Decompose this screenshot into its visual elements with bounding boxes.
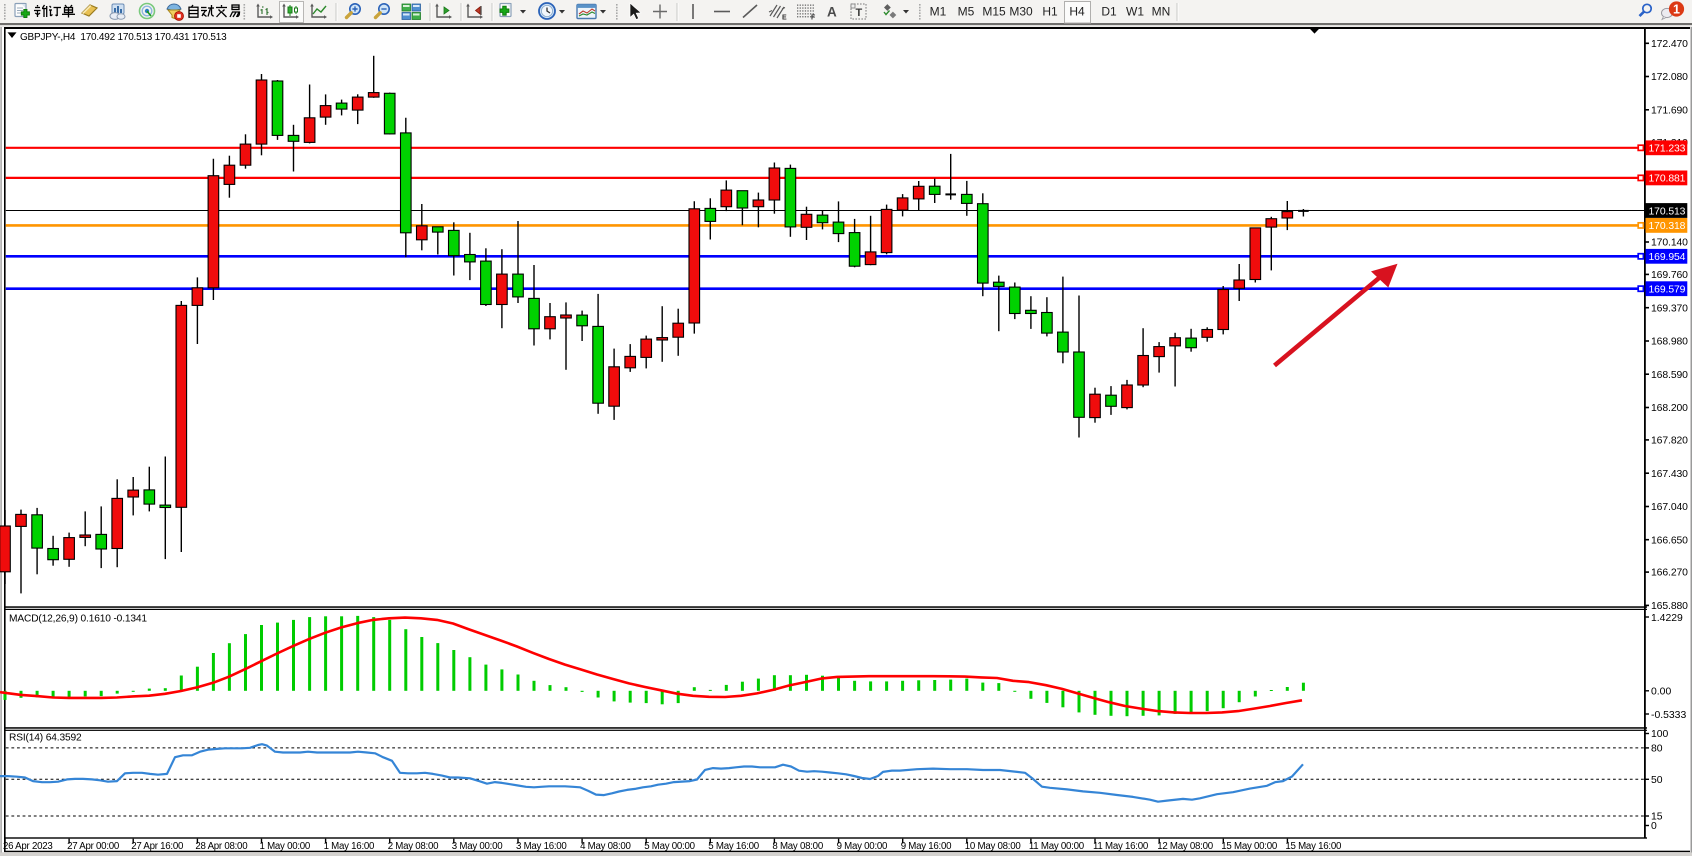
svg-text:4 May 08:00: 4 May 08:00 xyxy=(580,841,631,852)
svg-text:1: 1 xyxy=(1673,2,1680,16)
svg-text:167.820: 167.820 xyxy=(1651,436,1688,447)
svg-text:1 May 16:00: 1 May 16:00 xyxy=(324,841,375,852)
svg-text:9 May 16:00: 9 May 16:00 xyxy=(901,841,952,852)
svg-text:169.760: 169.760 xyxy=(1651,270,1688,281)
svg-text:3 May 00:00: 3 May 00:00 xyxy=(452,841,503,852)
svg-text:M30: M30 xyxy=(1009,5,1033,19)
svg-text:15: 15 xyxy=(1651,812,1663,823)
svg-text:26 Apr 2023: 26 Apr 2023 xyxy=(3,841,53,852)
svg-text:166.650: 166.650 xyxy=(1651,535,1688,546)
svg-text:100: 100 xyxy=(1651,729,1669,740)
svg-text:168.980: 168.980 xyxy=(1651,337,1688,348)
svg-text:167.430: 167.430 xyxy=(1651,469,1688,480)
svg-text:3 May 16:00: 3 May 16:00 xyxy=(516,841,567,852)
svg-text:T: T xyxy=(856,7,863,19)
svg-text:171.233: 171.233 xyxy=(1649,144,1686,155)
svg-text:GBPJPY-,H4 170.492 170.513 17: GBPJPY-,H4 170.492 170.513 170.431 170.5… xyxy=(20,32,227,43)
svg-text:169.954: 169.954 xyxy=(1649,252,1686,263)
svg-text:169.370: 169.370 xyxy=(1651,303,1688,314)
svg-text:0.00: 0.00 xyxy=(1651,687,1671,698)
svg-text:167.040: 167.040 xyxy=(1651,502,1688,513)
svg-text:5 May 16:00: 5 May 16:00 xyxy=(708,841,759,852)
svg-text:12 May 08:00: 12 May 08:00 xyxy=(1157,841,1214,852)
svg-text:171.690: 171.690 xyxy=(1651,105,1688,116)
svg-text:1 May 00:00: 1 May 00:00 xyxy=(260,841,311,852)
svg-text:9 May 00:00: 9 May 00:00 xyxy=(837,841,888,852)
svg-text:MACD(12,26,9) 0.1610 -0.1341: MACD(12,26,9) 0.1610 -0.1341 xyxy=(9,614,147,625)
svg-text:0: 0 xyxy=(1651,821,1657,832)
svg-text:W1: W1 xyxy=(1126,5,1144,19)
svg-text:28 Apr 08:00: 28 Apr 08:00 xyxy=(195,841,248,852)
svg-text:MN: MN xyxy=(1152,5,1171,19)
svg-text:15 May 16:00: 15 May 16:00 xyxy=(1285,841,1342,852)
svg-text:172.080: 172.080 xyxy=(1651,72,1688,83)
svg-text:170.318: 170.318 xyxy=(1649,221,1686,232)
svg-text:165.880: 165.880 xyxy=(1651,601,1688,612)
svg-text:M15: M15 xyxy=(982,5,1006,19)
svg-text:170.881: 170.881 xyxy=(1649,174,1686,185)
svg-text:169.579: 169.579 xyxy=(1649,285,1686,296)
svg-text:15 May 00:00: 15 May 00:00 xyxy=(1221,841,1278,852)
svg-text:1.4229: 1.4229 xyxy=(1651,613,1683,624)
svg-text:H4: H4 xyxy=(1069,5,1085,19)
svg-text:-0.5333: -0.5333 xyxy=(1651,710,1686,721)
svg-text:11 May 00:00: 11 May 00:00 xyxy=(1029,841,1085,852)
svg-text:170.140: 170.140 xyxy=(1651,238,1688,249)
svg-text:A: A xyxy=(827,5,837,20)
svg-text:166.270: 166.270 xyxy=(1651,568,1688,579)
svg-text:50: 50 xyxy=(1651,775,1663,786)
svg-text:H1: H1 xyxy=(1042,5,1058,19)
svg-text:M1: M1 xyxy=(930,5,947,19)
svg-text:F: F xyxy=(811,15,816,22)
svg-text:2 May 08:00: 2 May 08:00 xyxy=(388,841,439,852)
svg-text:168.590: 168.590 xyxy=(1651,370,1688,381)
svg-text:RSI(14) 64.3592: RSI(14) 64.3592 xyxy=(9,733,82,744)
svg-text:27 Apr 00:00: 27 Apr 00:00 xyxy=(67,841,120,852)
svg-text:E: E xyxy=(782,15,787,22)
svg-text:170.513: 170.513 xyxy=(1649,206,1686,217)
svg-text:5 May 00:00: 5 May 00:00 xyxy=(644,841,695,852)
svg-text:10 May 08:00: 10 May 08:00 xyxy=(965,841,1022,852)
svg-text:168.200: 168.200 xyxy=(1651,403,1688,414)
svg-text:D1: D1 xyxy=(1101,5,1117,19)
svg-text:M5: M5 xyxy=(958,5,975,19)
svg-text:8 May 08:00: 8 May 08:00 xyxy=(772,841,823,852)
svg-text:27 Apr 16:00: 27 Apr 16:00 xyxy=(131,841,184,852)
svg-text:172.470: 172.470 xyxy=(1651,39,1688,50)
svg-text:11 May 16:00: 11 May 16:00 xyxy=(1093,841,1149,852)
svg-text:80: 80 xyxy=(1651,744,1663,755)
